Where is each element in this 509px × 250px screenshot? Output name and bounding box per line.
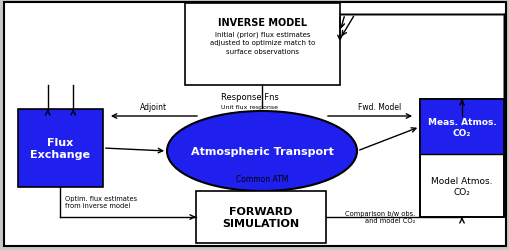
Text: Response Fns: Response Fns: [220, 93, 278, 102]
Text: Optim. flux estimates
from inverse model: Optim. flux estimates from inverse model: [65, 196, 137, 209]
Text: FORWARD
SIMULATION: FORWARD SIMULATION: [222, 206, 299, 228]
Text: Adjoint: Adjoint: [140, 102, 167, 112]
Text: Model Atmos.
CO₂: Model Atmos. CO₂: [431, 176, 492, 196]
FancyBboxPatch shape: [195, 191, 325, 243]
Text: Flux
Exchange: Flux Exchange: [31, 138, 90, 159]
Text: INVERSE MODEL: INVERSE MODEL: [217, 18, 306, 28]
FancyBboxPatch shape: [185, 4, 340, 86]
Text: Unit flux response: Unit flux response: [221, 105, 278, 110]
Text: Meas. Atmos.
CO₂: Meas. Atmos. CO₂: [427, 117, 495, 137]
FancyBboxPatch shape: [4, 3, 505, 246]
Text: Common ATM: Common ATM: [235, 174, 288, 183]
FancyBboxPatch shape: [18, 110, 103, 187]
Ellipse shape: [166, 112, 356, 191]
FancyBboxPatch shape: [419, 100, 503, 217]
Text: Atmospheric Transport: Atmospheric Transport: [190, 146, 333, 156]
Text: Comparison b/w obs.
and model CO₂: Comparison b/w obs. and model CO₂: [344, 211, 414, 224]
FancyBboxPatch shape: [419, 100, 503, 155]
Text: Fwd. Model: Fwd. Model: [358, 102, 401, 112]
Text: Initial (prior) flux estimates
adjusted to optimize match to
surface observation: Initial (prior) flux estimates adjusted …: [210, 32, 315, 54]
